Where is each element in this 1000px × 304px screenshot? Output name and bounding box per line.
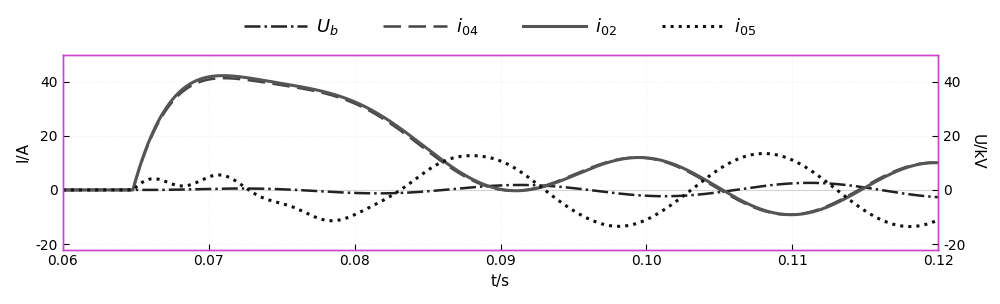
$i_{04}$ [932, 161, 944, 165]
$i_{05}$ [932, 218, 944, 222]
$i_{05}$ [758, 152, 770, 155]
$i_{04}$ [575, 170, 587, 174]
$U_b$ [803, 181, 815, 185]
$i_{02}$ [932, 161, 944, 164]
$U_b$ [613, 192, 625, 195]
Line: $U_b$: $U_b$ [63, 183, 938, 197]
$i_{04}$ [374, 115, 386, 119]
$U_b$ [101, 188, 113, 192]
$i_{02}$ [217, 74, 229, 78]
$i_{02}$ [613, 158, 625, 161]
$i_{04}$ [706, 183, 718, 187]
$U_b$ [753, 185, 765, 188]
$i_{05}$ [575, 213, 587, 217]
Y-axis label: U/kV: U/kV [970, 134, 985, 170]
$i_{02}$ [57, 188, 69, 192]
Y-axis label: I/A: I/A [15, 142, 30, 162]
Line: $i_{04}$: $i_{04}$ [63, 78, 938, 215]
$i_{04}$ [753, 207, 765, 211]
$U_b$ [575, 187, 587, 191]
$i_{02}$ [785, 213, 797, 216]
$i_{05}$ [706, 172, 718, 176]
$i_{05}$ [374, 200, 386, 204]
$U_b$ [374, 192, 386, 195]
$i_{05}$ [613, 225, 625, 228]
$i_{04}$ [783, 213, 795, 216]
X-axis label: t/s: t/s [491, 274, 510, 289]
$i_{05}$ [101, 188, 113, 192]
Legend: $U_b$, $i_{04}$, $i_{02}$, $i_{05}$: $U_b$, $i_{04}$, $i_{02}$, $i_{05}$ [236, 9, 764, 44]
$U_b$ [57, 188, 69, 192]
$U_b$ [706, 191, 718, 195]
$i_{02}$ [706, 182, 718, 185]
$i_{02}$ [101, 188, 113, 192]
$i_{05}$ [904, 225, 916, 228]
Line: $i_{05}$: $i_{05}$ [63, 154, 938, 226]
$i_{04}$ [101, 188, 113, 192]
$i_{05}$ [57, 188, 69, 192]
$i_{02}$ [374, 113, 386, 117]
$i_{05}$ [753, 152, 765, 156]
$i_{04}$ [218, 76, 230, 80]
$U_b$ [932, 195, 944, 199]
$i_{02}$ [575, 171, 587, 174]
$i_{04}$ [57, 188, 69, 192]
$i_{02}$ [753, 206, 765, 210]
Line: $i_{02}$: $i_{02}$ [63, 76, 938, 215]
$i_{04}$ [613, 157, 625, 161]
